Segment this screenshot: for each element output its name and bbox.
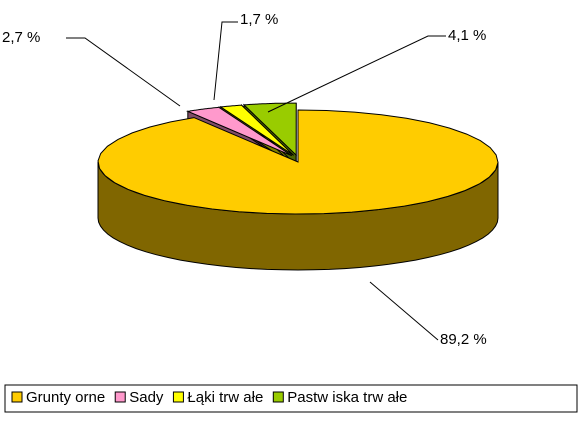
data-label: 1,7 % — [240, 11, 278, 28]
data-label: 2,7 % — [2, 29, 40, 46]
leader-line — [213, 21, 238, 101]
pie-tops — [97, 102, 499, 215]
slice — [219, 104, 294, 156]
data-label: 4,1 % — [448, 27, 486, 44]
legend-swatch — [172, 391, 184, 403]
slice — [185, 106, 293, 157]
legend-box — [4, 384, 578, 413]
legend-label: Pastw iska trw ałe — [287, 389, 407, 406]
legend-label: Łąki trw ałe — [187, 389, 263, 406]
legend-swatch — [272, 391, 284, 403]
legend-label: Sady — [129, 389, 164, 406]
data-label: 89,2 % — [440, 331, 487, 348]
leader-line — [66, 37, 181, 107]
legend-label: Grunty orne — [26, 389, 105, 406]
legend-swatch — [114, 391, 126, 403]
leader-line — [369, 281, 439, 341]
leader-line — [267, 35, 446, 113]
legend-swatch — [11, 391, 23, 403]
slice — [97, 109, 499, 215]
slice — [242, 102, 297, 157]
